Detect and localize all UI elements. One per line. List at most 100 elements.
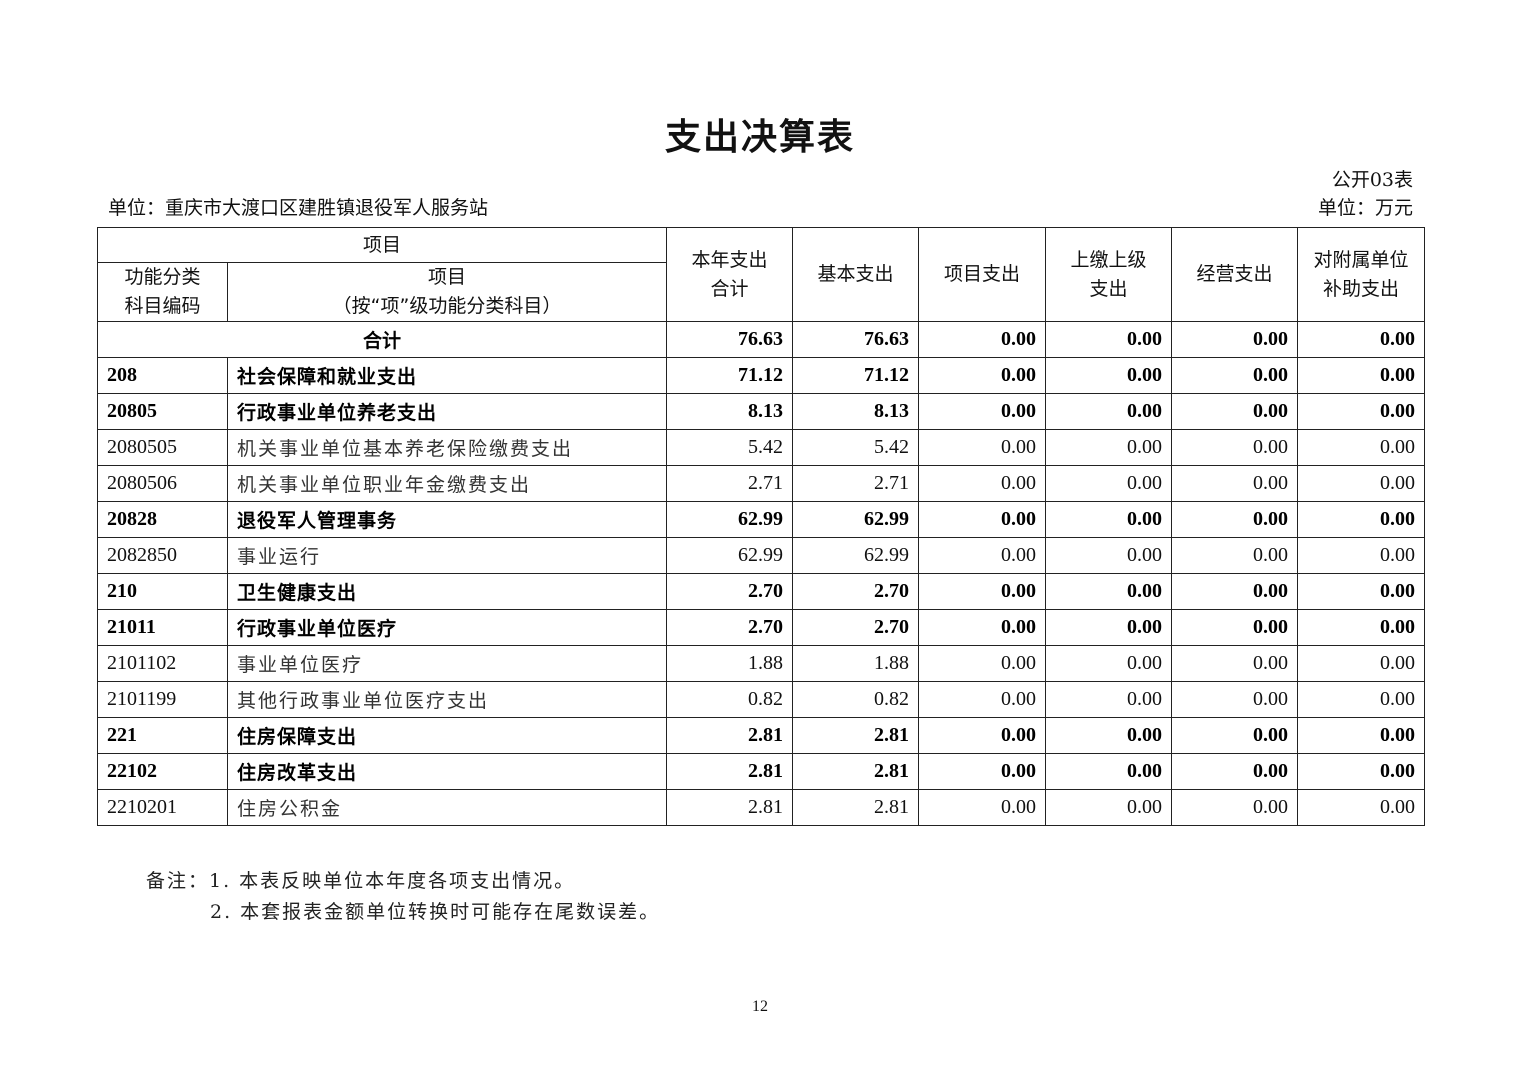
cell-value: 0.00 [1171, 357, 1299, 394]
cell-value: 62.99 [666, 537, 794, 574]
cell-code: 210 [97, 573, 228, 610]
header-subsidy: 对附属单位 补助支出 [1297, 227, 1426, 322]
cell-value: 8.13 [792, 393, 920, 430]
header-code: 功能分类 科目编码 [97, 262, 228, 322]
cell-value: 0.00 [1045, 573, 1173, 610]
cell-value: 0.00 [1045, 717, 1173, 754]
cell-value: 0.00 [918, 357, 1047, 394]
cell-name: 住房保障支出 [226, 717, 668, 754]
cell-value: 0.00 [1171, 321, 1299, 358]
cell-value: 5.42 [792, 429, 920, 466]
cell-value: 0.00 [1297, 753, 1426, 790]
cell-value: 2.70 [666, 609, 794, 646]
cell-code: 2080506 [97, 465, 228, 502]
cell-value: 2.81 [666, 789, 794, 826]
cell-value: 0.00 [1045, 753, 1173, 790]
table-row: 20805 行政事业单位养老支出 8.13 8.13 0.00 0.00 0.00 0.00 [97, 393, 1426, 430]
cell-code: 20828 [97, 501, 228, 538]
page-title: 支出决算表 [664, 117, 855, 158]
cell-code: 22102 [97, 753, 228, 790]
cell-value: 0.00 [1297, 537, 1426, 574]
cell-value: 0.00 [918, 789, 1047, 826]
table-row: 2101199 其他行政事业单位医疗支出 0.82 0.82 0.00 0.00 0.00 0… [97, 681, 1426, 718]
cell-value: 62.99 [792, 501, 920, 538]
cell-value: 0.00 [1297, 609, 1426, 646]
cell-value: 71.12 [792, 357, 920, 394]
table-row: 210 卫生健康支出 2.70 2.70 0.00 0.00 0.00 0.00 [97, 573, 1426, 610]
table-row: 21011 行政事业单位医疗 2.70 2.70 0.00 0.00 0.00 0.00 [97, 609, 1426, 646]
cell-value: 0.00 [918, 393, 1047, 430]
table-row: 20828 退役军人管理事务 62.99 62.99 0.00 0.00 0.00 0.00 [97, 501, 1426, 538]
cell-code: 2101199 [97, 681, 228, 718]
cell-value: 0.00 [1045, 609, 1173, 646]
cell-value: 0.00 [1045, 465, 1173, 502]
cell-value: 2.70 [666, 573, 794, 610]
cell-value: 62.99 [666, 501, 794, 538]
table-row: 2080505 机关事业单位基本养老保险缴费支出 5.42 5.42 0.00 0.00 0… [97, 429, 1426, 466]
cell-value: 0.00 [1171, 393, 1299, 430]
cell-value: 0.00 [918, 681, 1047, 718]
cell-value: 76.63 [666, 321, 794, 358]
cell-value: 5.42 [666, 429, 794, 466]
cell-value: 0.82 [792, 681, 920, 718]
cell-code: 2082850 [97, 537, 228, 574]
cell-value: 0.00 [1045, 393, 1173, 430]
cell-name: 行政事业单位养老支出 [226, 393, 668, 430]
table-row: 221 住房保障支出 2.81 2.81 0.00 0.00 0.00 0.00 [97, 717, 1426, 754]
cell-value: 2.81 [792, 717, 920, 754]
cell-value: 2.71 [792, 465, 920, 502]
cell-value: 0.00 [1045, 537, 1173, 574]
cell-value: 2.81 [666, 717, 794, 754]
cell-value: 0.00 [1297, 573, 1426, 610]
cell-value: 0.00 [918, 321, 1047, 358]
cell-value: 2.81 [666, 753, 794, 790]
header-name: 项目 （按“项”级功能分类科目） [226, 262, 668, 322]
cell-name: 机关事业单位职业年金缴费支出 [226, 465, 668, 502]
table-row: 2101102 事业单位医疗 1.88 1.88 0.00 0.00 0.00 0.00 [97, 645, 1426, 682]
cell-value: 0.00 [1171, 501, 1299, 538]
currency-unit: 单位：万元 [1317, 197, 1413, 219]
cell-name: 卫生健康支出 [226, 573, 668, 610]
cell-name: 退役军人管理事务 [226, 501, 668, 538]
notes: 备注：1. 本表反映单位本年度各项支出情况。 2. 本套报表金额单位转换时可能存… [146, 866, 660, 928]
cell-code: 2101102 [97, 645, 228, 682]
cell-value: 2.70 [792, 609, 920, 646]
cell-code: 20805 [97, 393, 228, 430]
cell-value: 0.00 [1045, 501, 1173, 538]
cell-value: 2.70 [792, 573, 920, 610]
cell-value: 0.00 [1297, 321, 1426, 358]
cell-value: 0.82 [666, 681, 794, 718]
cell-value: 0.00 [1045, 357, 1173, 394]
cell-value: 0.00 [918, 501, 1047, 538]
table-row: 2210201 住房公积金 2.81 2.81 0.00 0.00 0.00 0.00 [97, 789, 1426, 826]
table-row: 22102 住房改革支出 2.81 2.81 0.00 0.00 0.00 0.00 [97, 753, 1426, 790]
expenditure-table: 项目 本年支出 合计 基本支出 项目支出 上缴上级 支出 经营支出 对附属单位 补助支… [96, 227, 1426, 826]
cell-name: 社会保障和就业支出 [226, 357, 668, 394]
cell-value: 0.00 [1171, 429, 1299, 466]
table-row: 2080506 机关事业单位职业年金缴费支出 2.71 2.71 0.00 0.00 0.0… [97, 465, 1426, 502]
page-number: 12 [752, 998, 768, 1015]
cell-value: 0.00 [1045, 681, 1173, 718]
cell-name: 住房公积金 [226, 789, 668, 826]
cell-code: 2080505 [97, 429, 228, 466]
cell-value: 0.00 [918, 645, 1047, 682]
cell-value: 0.00 [1171, 681, 1299, 718]
cell-name: 机关事业单位基本养老保险缴费支出 [226, 429, 668, 466]
cell-code: 2210201 [97, 789, 228, 826]
total-row: 合计 76.63 76.63 0.00 0.00 0.00 0.00 [96, 321, 1426, 358]
cell-value: 76.63 [792, 321, 920, 358]
cell-value: 0.00 [918, 717, 1047, 754]
cell-value: 0.00 [1171, 717, 1299, 754]
cell-value: 2.81 [792, 789, 920, 826]
cell-value: 8.13 [666, 393, 794, 430]
cell-name: 事业单位医疗 [226, 645, 668, 682]
cell-value: 0.00 [1045, 321, 1173, 358]
form-number: 公开03表 [1331, 169, 1413, 191]
cell-value: 0.00 [1171, 753, 1299, 790]
cell-value: 1.88 [666, 645, 794, 682]
cell-value: 0.00 [918, 537, 1047, 574]
cell-value: 0.00 [918, 429, 1047, 466]
cell-name: 其他行政事业单位医疗支出 [226, 681, 668, 718]
cell-value: 0.00 [918, 465, 1047, 502]
cell-value: 2.81 [792, 753, 920, 790]
